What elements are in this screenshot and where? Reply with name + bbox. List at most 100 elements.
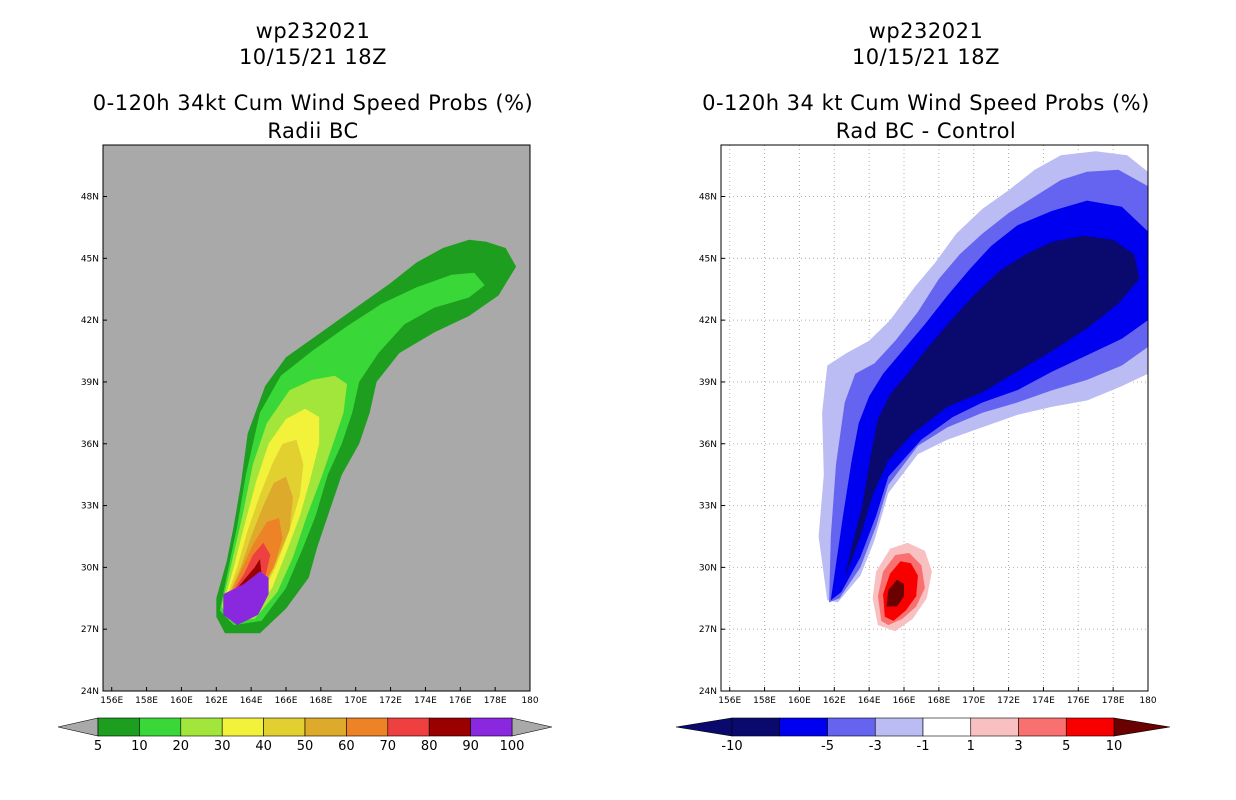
right-xtick-label: 160E bbox=[788, 696, 811, 706]
right-ytick-label: 39N bbox=[699, 378, 717, 388]
left-xtick-label: 166E bbox=[275, 696, 298, 706]
right-ytick-label: 30N bbox=[699, 563, 717, 573]
right-xtick-label: 156E bbox=[718, 696, 741, 706]
right-xtick-label: 162E bbox=[823, 696, 846, 706]
left-xtick-label: 176E bbox=[449, 696, 472, 706]
right-contour--10 bbox=[844, 235, 1140, 578]
right-colorbar-swatch bbox=[1065, 717, 1115, 737]
left-colorbar-left-arrow bbox=[57, 717, 99, 737]
left-colorbar-label: 70 bbox=[380, 739, 397, 754]
left-title-line-2: 10/15/21 18Z bbox=[238, 45, 388, 69]
right-contour-10 bbox=[886, 579, 904, 607]
right-ytick-label: 24N bbox=[699, 687, 717, 697]
right-ytick-label: 33N bbox=[699, 502, 717, 512]
right-colorbar-label: -10 bbox=[721, 739, 742, 754]
left-colorbar-label: 5 bbox=[94, 739, 102, 754]
right-colorbar-label: 1 bbox=[967, 739, 975, 754]
left-ytick-label: 39N bbox=[81, 378, 99, 388]
right-colorbar-label: -5 bbox=[821, 739, 834, 754]
right-colorbar-right-arrow bbox=[1113, 717, 1171, 737]
right-xtick-label: 170E bbox=[962, 696, 985, 706]
right-xtick-label: 176E bbox=[1067, 696, 1090, 706]
right-colorbar-swatch bbox=[827, 717, 876, 737]
right-ytick-label: 42N bbox=[699, 316, 717, 326]
left-contours bbox=[216, 239, 517, 634]
right-xtick-label: 174E bbox=[1032, 696, 1055, 706]
left-colorbar-swatch bbox=[180, 717, 223, 737]
left-colorbar-swatch bbox=[470, 717, 513, 737]
left-colorbar-swatch bbox=[97, 717, 140, 737]
left-colorbar-swatch bbox=[304, 717, 347, 737]
left-colorbar-label: 20 bbox=[173, 739, 190, 754]
left-colorbar-label: 30 bbox=[214, 739, 231, 754]
left-ytick-label: 30N bbox=[81, 563, 99, 573]
left-xtick-label: 168E bbox=[309, 696, 332, 706]
left-colorbar-right-arrow bbox=[511, 717, 553, 737]
left-ytick-label: 36N bbox=[81, 440, 99, 450]
left-colorbar-label: 50 bbox=[297, 739, 314, 754]
left-colorbar-swatch bbox=[221, 717, 264, 737]
right-ytick-label: 48N bbox=[699, 193, 717, 203]
right-plot-frame bbox=[720, 144, 1149, 692]
left-ytick-label: 33N bbox=[81, 502, 99, 512]
left-plot-frame bbox=[102, 144, 531, 692]
right-colorbar-label: 3 bbox=[1014, 739, 1022, 754]
left-colorbar-swatch bbox=[263, 717, 306, 737]
left-contour-90 bbox=[223, 571, 269, 626]
left-colorbar-swatch bbox=[428, 717, 471, 737]
right-title-line-2: 10/15/21 18Z bbox=[851, 45, 1001, 69]
left-xtick-label: 156E bbox=[100, 696, 123, 706]
right-colorbar-swatch bbox=[970, 717, 1019, 737]
left-xtick-label: 158E bbox=[135, 696, 158, 706]
left-xtick-label: 174E bbox=[414, 696, 437, 706]
left-colorbar-label: 90 bbox=[462, 739, 479, 754]
right-xtick-label: 158E bbox=[753, 696, 776, 706]
right-contours bbox=[818, 151, 1148, 632]
left-ytick-label: 45N bbox=[81, 254, 99, 264]
left-xtick-label: 164E bbox=[240, 696, 263, 706]
left-xtick-label: 180 bbox=[521, 696, 538, 706]
right-colorbar-swatch bbox=[922, 717, 972, 737]
left-colorbar-label: 40 bbox=[255, 739, 272, 754]
right-title-line-4: Rad BC - Control bbox=[835, 119, 1017, 143]
right-xtick-label: 168E bbox=[927, 696, 950, 706]
left-title-line-3: 0-120h 34kt Cum Wind Speed Probs (%) bbox=[92, 91, 534, 115]
right-xtick-label: 166E bbox=[893, 696, 916, 706]
left-ytick-label: 27N bbox=[81, 625, 99, 635]
left-ytick-label: 24N bbox=[81, 687, 99, 697]
left-title-line-4: Radii BC bbox=[267, 119, 359, 143]
right-colorbar-left-arrow bbox=[675, 717, 733, 737]
left-colorbar-swatch bbox=[346, 717, 389, 737]
right-colorbar-label: 10 bbox=[1106, 739, 1123, 754]
left-ytick-label: 48N bbox=[81, 193, 99, 203]
right-ytick-label: 27N bbox=[699, 625, 717, 635]
right-colorbar-label: -3 bbox=[869, 739, 882, 754]
left-xtick-label: 160E bbox=[170, 696, 193, 706]
left-colorbar-label: 80 bbox=[421, 739, 438, 754]
left-xtick-label: 170E bbox=[344, 696, 367, 706]
right-title-line-1: wp232021 bbox=[868, 19, 984, 43]
right-xtick-label: 178E bbox=[1102, 696, 1125, 706]
right-colorbar-swatch bbox=[731, 717, 781, 737]
right-ytick-label: 36N bbox=[699, 440, 717, 450]
right-xtick-label: 180 bbox=[1139, 696, 1156, 706]
right-colorbar-label: 5 bbox=[1062, 739, 1070, 754]
left-colorbar-label: 10 bbox=[131, 739, 148, 754]
right-xtick-label: 172E bbox=[997, 696, 1020, 706]
right-colorbar-swatch bbox=[874, 717, 924, 737]
left-colorbar-swatch bbox=[387, 717, 430, 737]
right-colorbar-swatch bbox=[779, 717, 828, 737]
left-colorbar-swatch bbox=[139, 717, 182, 737]
right-xtick-label: 164E bbox=[858, 696, 881, 706]
left-xtick-label: 178E bbox=[484, 696, 507, 706]
right-ytick-label: 45N bbox=[699, 254, 717, 264]
left-colorbar-label: 60 bbox=[338, 739, 355, 754]
left-xtick-label: 172E bbox=[379, 696, 402, 706]
left-ytick-label: 42N bbox=[81, 316, 99, 326]
right-title-line-3: 0-120h 34 kt Cum Wind Speed Probs (%) bbox=[702, 91, 1150, 115]
right-colorbar-swatch bbox=[1018, 717, 1067, 737]
left-xtick-label: 162E bbox=[205, 696, 228, 706]
left-title-line-1: wp232021 bbox=[255, 19, 371, 43]
right-colorbar-label: -1 bbox=[917, 739, 930, 754]
